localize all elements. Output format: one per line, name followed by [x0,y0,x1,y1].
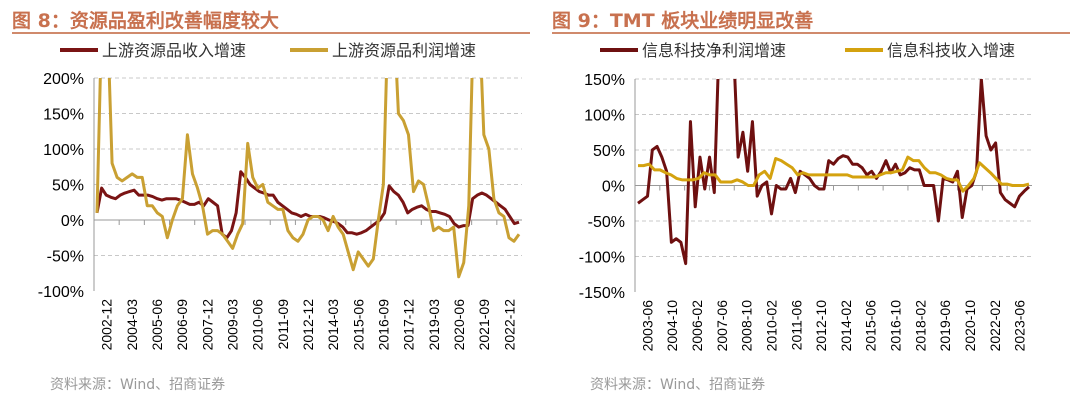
x-tick-label: 2016-09 [376,299,392,351]
y-tick-label: 150% [43,107,84,124]
y-tick-label: 100% [43,142,84,159]
legend-label: 上游资源品收入增速 [102,41,246,60]
x-tick-label: 2007-12 [199,299,215,351]
y-tick-label: -50% [47,249,84,266]
chart-source: 资料来源：Wind、招商证券 [590,377,766,393]
series-line-0 [95,170,520,240]
x-tick-label: 2020-10 [962,300,978,352]
series-line-0 [637,79,1030,266]
y-tick-label: 100% [584,108,625,125]
x-tick-label: 2012-12 [300,299,316,351]
x-tick-label: 2022-02 [987,300,1003,352]
x-tick-label: 2011-09 [275,299,291,350]
legend-label: 信息科技收入增速 [887,41,1015,60]
legend-label: 信息科技净利润增速 [642,41,786,60]
x-tick-label: 2019-03 [426,299,442,351]
x-tick-label: 2010-06 [250,299,266,351]
x-tick-label: 2005-06 [149,299,165,351]
y-tick-label: -100% [38,284,84,301]
x-tick-label: 2021-09 [476,299,492,351]
x-tick-label: 2006-09 [174,299,190,351]
x-tick-label: 2006-02 [689,300,705,352]
title-divider [552,32,1070,34]
y-tick-label: 50% [52,178,84,195]
title-divider [12,32,530,34]
x-tick-label: 2022-12 [501,299,517,351]
x-tick-label: 2015-06 [350,299,366,351]
x-tick-label: 2011-06 [788,300,804,351]
legend-label: 上游资源品利润增速 [332,41,476,60]
y-tick-label: 200% [43,71,84,88]
y-tick-label: -150% [579,285,625,302]
chart-svg: -150% -100% -50% 0% 50% 100% 150% 2003-06 2004-1… [579,41,1032,352]
y-tick-label: 0% [602,179,625,196]
x-tick-label: 2020-06 [451,299,467,351]
x-tick-label: 2009-03 [224,299,240,351]
x-tick-label: 2003-06 [639,300,655,352]
x-tick-label: 2004-10 [664,300,680,352]
x-tick-label: 2019-06 [937,300,953,352]
y-tick-label: -50% [588,214,625,231]
x-tick-label: 2014-02 [838,300,854,352]
x-tick-label: 2008-10 [739,300,755,352]
x-tick-label: 2016-10 [888,300,904,352]
chart-panel-resources: 图 8：资源品盈利改善幅度较大 -100% -50% 0% 50% 100% 150% 20… [0,0,530,401]
y-tick-label: 0% [61,213,84,230]
y-tick-label: 50% [593,143,625,160]
x-tick-label: 2004-03 [124,299,140,351]
y-tick-label: 150% [584,72,625,89]
chart-svg: -100% -50% 0% 50% 100% 150% 200% 2002-12 2004-03… [38,41,522,351]
y-tick-label: -100% [579,250,625,267]
chart-source: 资料来源：Wind、招商证券 [50,377,226,393]
x-tick-label: 2012-10 [813,300,829,352]
x-tick-label: 2018-02 [912,300,928,352]
chart-title: 图 9：TMT 板块业绩明显改善 [552,10,814,32]
x-tick-label: 2002-12 [99,299,115,351]
x-tick-label: 2010-02 [763,300,779,352]
x-tick-label: 2015-06 [863,300,879,352]
chart-title: 图 8：资源品盈利改善幅度较大 [12,10,279,32]
series-line-1 [638,155,1030,193]
x-tick-label: 2017-12 [401,299,417,351]
series-line-1 [95,78,521,279]
x-tick-label: 2023-06 [1012,300,1028,352]
x-tick-label: 2007-06 [714,300,730,352]
chart-panel-tmt: 图 9：TMT 板块业绩明显改善 -150% -100% -50% 0% 50% 100%… [540,0,1070,401]
x-tick-label: 2014-03 [325,299,341,351]
